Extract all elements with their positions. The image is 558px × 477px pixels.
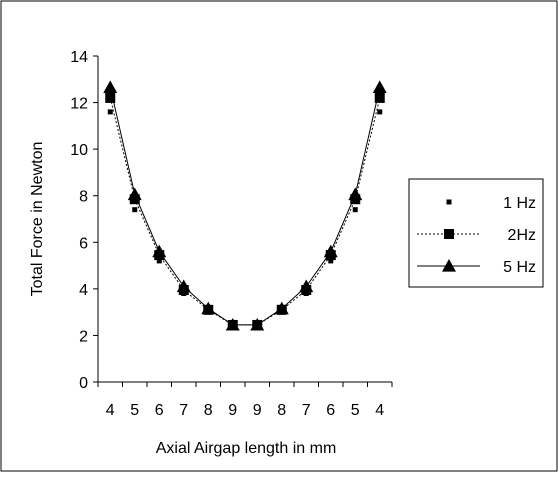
series-line bbox=[109, 87, 381, 326]
data-point bbox=[323, 244, 338, 258]
data-point bbox=[299, 279, 314, 293]
legend-marker bbox=[444, 229, 454, 239]
legend-marker bbox=[442, 259, 456, 272]
data-point bbox=[328, 258, 334, 264]
data-point bbox=[132, 207, 138, 213]
y-tick-label: 8 bbox=[79, 189, 88, 206]
series-layer bbox=[103, 80, 387, 331]
data-point bbox=[127, 187, 142, 201]
y-axis-title: Total Force in Newton bbox=[29, 142, 46, 297]
x-tick-label: 9 bbox=[253, 402, 262, 419]
y-tick-label: 14 bbox=[70, 49, 88, 66]
data-point bbox=[274, 301, 289, 315]
x-tick-label: 9 bbox=[228, 402, 237, 419]
legend-label: 1 Hz bbox=[503, 195, 536, 212]
y-tick-label: 12 bbox=[70, 96, 88, 113]
legend-box bbox=[408, 178, 544, 288]
data-point bbox=[107, 109, 113, 115]
legend-entry: 1 Hz bbox=[446, 195, 536, 212]
legend: 1 Hz 2Hz 5 Hz bbox=[408, 178, 544, 288]
y-tick-label: 4 bbox=[79, 282, 88, 299]
legend-entry: 2Hz bbox=[417, 227, 536, 244]
data-point bbox=[352, 207, 358, 213]
data-point bbox=[372, 80, 387, 94]
x-tick-label: 6 bbox=[326, 402, 335, 419]
x-axis-title: Axial Airgap length in mm bbox=[156, 440, 337, 457]
y-tick-label: 10 bbox=[70, 142, 88, 159]
x-tick-label: 4 bbox=[375, 402, 384, 419]
x-tick-label: 5 bbox=[351, 402, 360, 419]
data-point bbox=[348, 187, 363, 201]
data-point bbox=[176, 279, 191, 293]
data-point bbox=[103, 80, 118, 94]
data-point bbox=[201, 301, 216, 315]
y-tick-label: 0 bbox=[79, 375, 88, 392]
x-tick-label: 4 bbox=[106, 402, 115, 419]
legend-label: 5 Hz bbox=[503, 259, 536, 276]
x-tick-label: 8 bbox=[204, 402, 213, 419]
legend-entry: 5 Hz bbox=[417, 259, 536, 276]
x-tick-label: 5 bbox=[130, 402, 139, 419]
y-tick-label: 2 bbox=[79, 328, 88, 345]
data-point bbox=[225, 317, 240, 331]
data-point bbox=[250, 317, 265, 331]
series-3 bbox=[103, 80, 387, 331]
x-tick-label: 6 bbox=[155, 402, 164, 419]
data-point bbox=[105, 92, 116, 103]
data-point bbox=[156, 258, 162, 264]
x-tick-label: 7 bbox=[302, 402, 311, 419]
legend-marker bbox=[446, 199, 452, 205]
data-point bbox=[374, 92, 385, 103]
x-tick-label: 8 bbox=[277, 402, 286, 419]
data-point bbox=[377, 109, 383, 115]
data-point bbox=[152, 244, 167, 258]
x-tick-label: 7 bbox=[179, 402, 188, 419]
legend-label: 2Hz bbox=[508, 227, 536, 244]
y-tick-label: 6 bbox=[79, 235, 88, 252]
